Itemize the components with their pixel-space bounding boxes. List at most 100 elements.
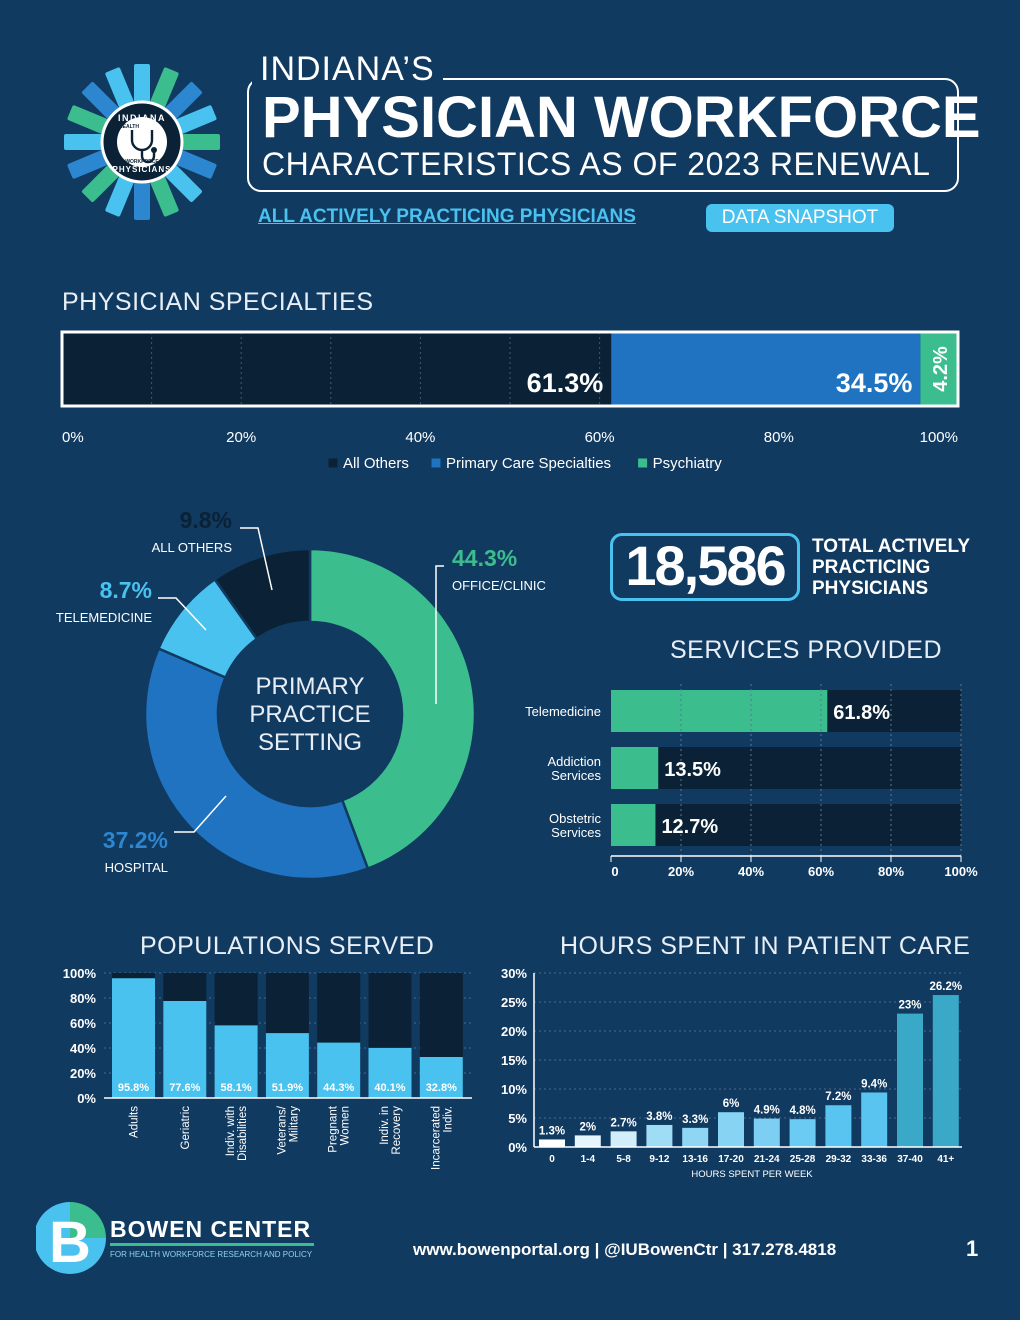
hours-value-label: 7.2% — [825, 1091, 851, 1103]
donut-hole — [218, 622, 402, 806]
donut-category-label: TELEMEDICINE — [56, 610, 152, 625]
specialty-segment — [920, 332, 958, 406]
hours-tick-label: 5% — [508, 1111, 527, 1126]
population-bar — [368, 1047, 412, 1098]
population-tick-label: 80% — [70, 991, 96, 1006]
hours-category-label: 37-40 — [897, 1154, 923, 1165]
specialty-segment — [62, 332, 612, 406]
donut-center-label: PRACTICE — [249, 701, 370, 728]
population-category-label: Military — [288, 1106, 300, 1143]
hours-category-label: 33-36 — [861, 1154, 887, 1165]
population-bar — [317, 1042, 361, 1098]
specialty-tick-label: 0% — [62, 429, 84, 446]
hours-bar — [646, 1124, 673, 1147]
logo-petal — [165, 82, 202, 119]
population-tick-label: 100% — [63, 966, 97, 981]
service-category-label: Obstetric — [549, 811, 602, 826]
hours-category-label: 13-16 — [682, 1154, 708, 1165]
population-category-label: Adults — [129, 1106, 141, 1138]
hours-value-label: 23% — [898, 1000, 921, 1012]
indiana-physicians-logo: INDIANA PHYSICIANS HEALTH WORKFORCE — [64, 64, 220, 220]
specialties-chart: 61.3% 34.5% 4.2% 0% 20% 40% 60% 80% 100% All Othe… — [60, 330, 960, 472]
bowen-logo: B — [36, 1202, 106, 1275]
service-tick-label: 100% — [944, 864, 978, 879]
population-bar — [163, 1001, 207, 1098]
donut-callout-line — [435, 565, 444, 704]
logo-petal — [67, 105, 108, 134]
specialty-tick-label: 80% — [764, 429, 794, 446]
population-value-label: 51.9% — [272, 1082, 303, 1094]
org-name: BOWEN CENTER — [110, 1216, 312, 1242]
logo-petal — [82, 82, 119, 119]
hours-bar — [789, 1119, 816, 1147]
donut-callout-line — [240, 527, 273, 591]
legend-label: Primary Care Specialties — [446, 455, 611, 472]
logo-petal — [105, 67, 134, 108]
population-category-label: Veterans/ — [276, 1105, 288, 1154]
service-tick-label: 80% — [878, 864, 904, 879]
total-label-line: PRACTICING — [812, 557, 931, 578]
hours-bar — [932, 995, 959, 1147]
hours-bar — [718, 1112, 744, 1147]
hours-value-label: 1.3% — [539, 1125, 565, 1137]
hours-category-label: 9-12 — [649, 1154, 669, 1165]
population-category-label: Indiv. in — [379, 1106, 391, 1145]
service-value-label: 13.5% — [664, 759, 721, 781]
population-category-label: Disabilities — [237, 1106, 249, 1161]
population-value-label: 32.8% — [426, 1082, 457, 1094]
logo-petal — [150, 67, 179, 108]
hours-value-label: 2.7% — [610, 1117, 636, 1129]
hours-bar — [610, 1131, 637, 1147]
legend-swatch — [327, 457, 339, 469]
hours-category-label: 29-32 — [826, 1154, 852, 1165]
populations-chart: 0% 20% 40% 60% 80% 100% 95.8% Adults 77.6% Geriat… — [63, 966, 472, 1170]
population-category-label: Geriatric — [180, 1106, 192, 1150]
logo-petal — [134, 182, 150, 220]
logo-top-text: INDIANA — [118, 113, 166, 123]
hours-tick-label: 30% — [501, 966, 527, 981]
population-bar — [214, 1025, 258, 1098]
donut-callout-line — [174, 795, 227, 833]
hours-bar — [897, 1013, 923, 1147]
logo-bottom-text: PHYSICIANS — [113, 165, 172, 174]
population-tick-label: 60% — [70, 1016, 96, 1031]
population-value-label: 44.3% — [323, 1082, 354, 1094]
population-tick-label: 20% — [70, 1066, 96, 1081]
total-label-line: TOTAL ACTIVELY — [812, 536, 971, 557]
specialties-title: PHYSICIAN SPECIALTIES — [62, 288, 374, 316]
hours-value-label: 6% — [723, 1098, 740, 1110]
logo-petal — [182, 134, 220, 150]
service-value-label: 12.7% — [661, 816, 718, 838]
hours-title: HOURS SPENT IN PATIENT CARE — [560, 932, 971, 960]
specialty-segment — [611, 332, 921, 406]
service-bar-track — [611, 747, 961, 789]
logo-petal — [150, 176, 179, 217]
population-value-label: 40.1% — [374, 1082, 405, 1094]
service-bar — [611, 747, 659, 789]
specialty-tick-label: 60% — [585, 429, 615, 446]
logo-petal — [105, 176, 134, 217]
donut-category-label: HOSPITAL — [105, 860, 168, 875]
logo-petal — [176, 105, 217, 134]
population-bar — [419, 1057, 463, 1098]
hours-value-label: 4.8% — [789, 1105, 815, 1117]
hours-tick-label: 15% — [501, 1053, 527, 1068]
services-chart: 61.8%Telemedicine13.5%AddictionServices1… — [525, 684, 978, 879]
hours-category-label: 5-8 — [616, 1154, 631, 1165]
specialty-value-label: 61.3% — [527, 368, 604, 398]
hours-bar — [539, 1139, 565, 1147]
hours-value-label: 26.2% — [929, 981, 962, 993]
population-category-label: Recovery — [391, 1106, 403, 1155]
logo-petal — [64, 134, 102, 150]
donut-category-label: ALL OTHERS — [152, 540, 233, 555]
logo-petal — [67, 150, 108, 179]
service-category-label: Telemedicine — [525, 704, 601, 719]
donut-category-label: OFFICE/CLINIC — [452, 578, 546, 593]
hours-tick-label: 25% — [501, 995, 527, 1010]
hours-category-label: 17-20 — [718, 1154, 744, 1165]
service-bar — [611, 690, 828, 732]
hours-value-label: 4.9% — [754, 1105, 780, 1117]
svg-text:B: B — [49, 1210, 91, 1275]
population-category-label: Incarcerated — [430, 1106, 442, 1170]
